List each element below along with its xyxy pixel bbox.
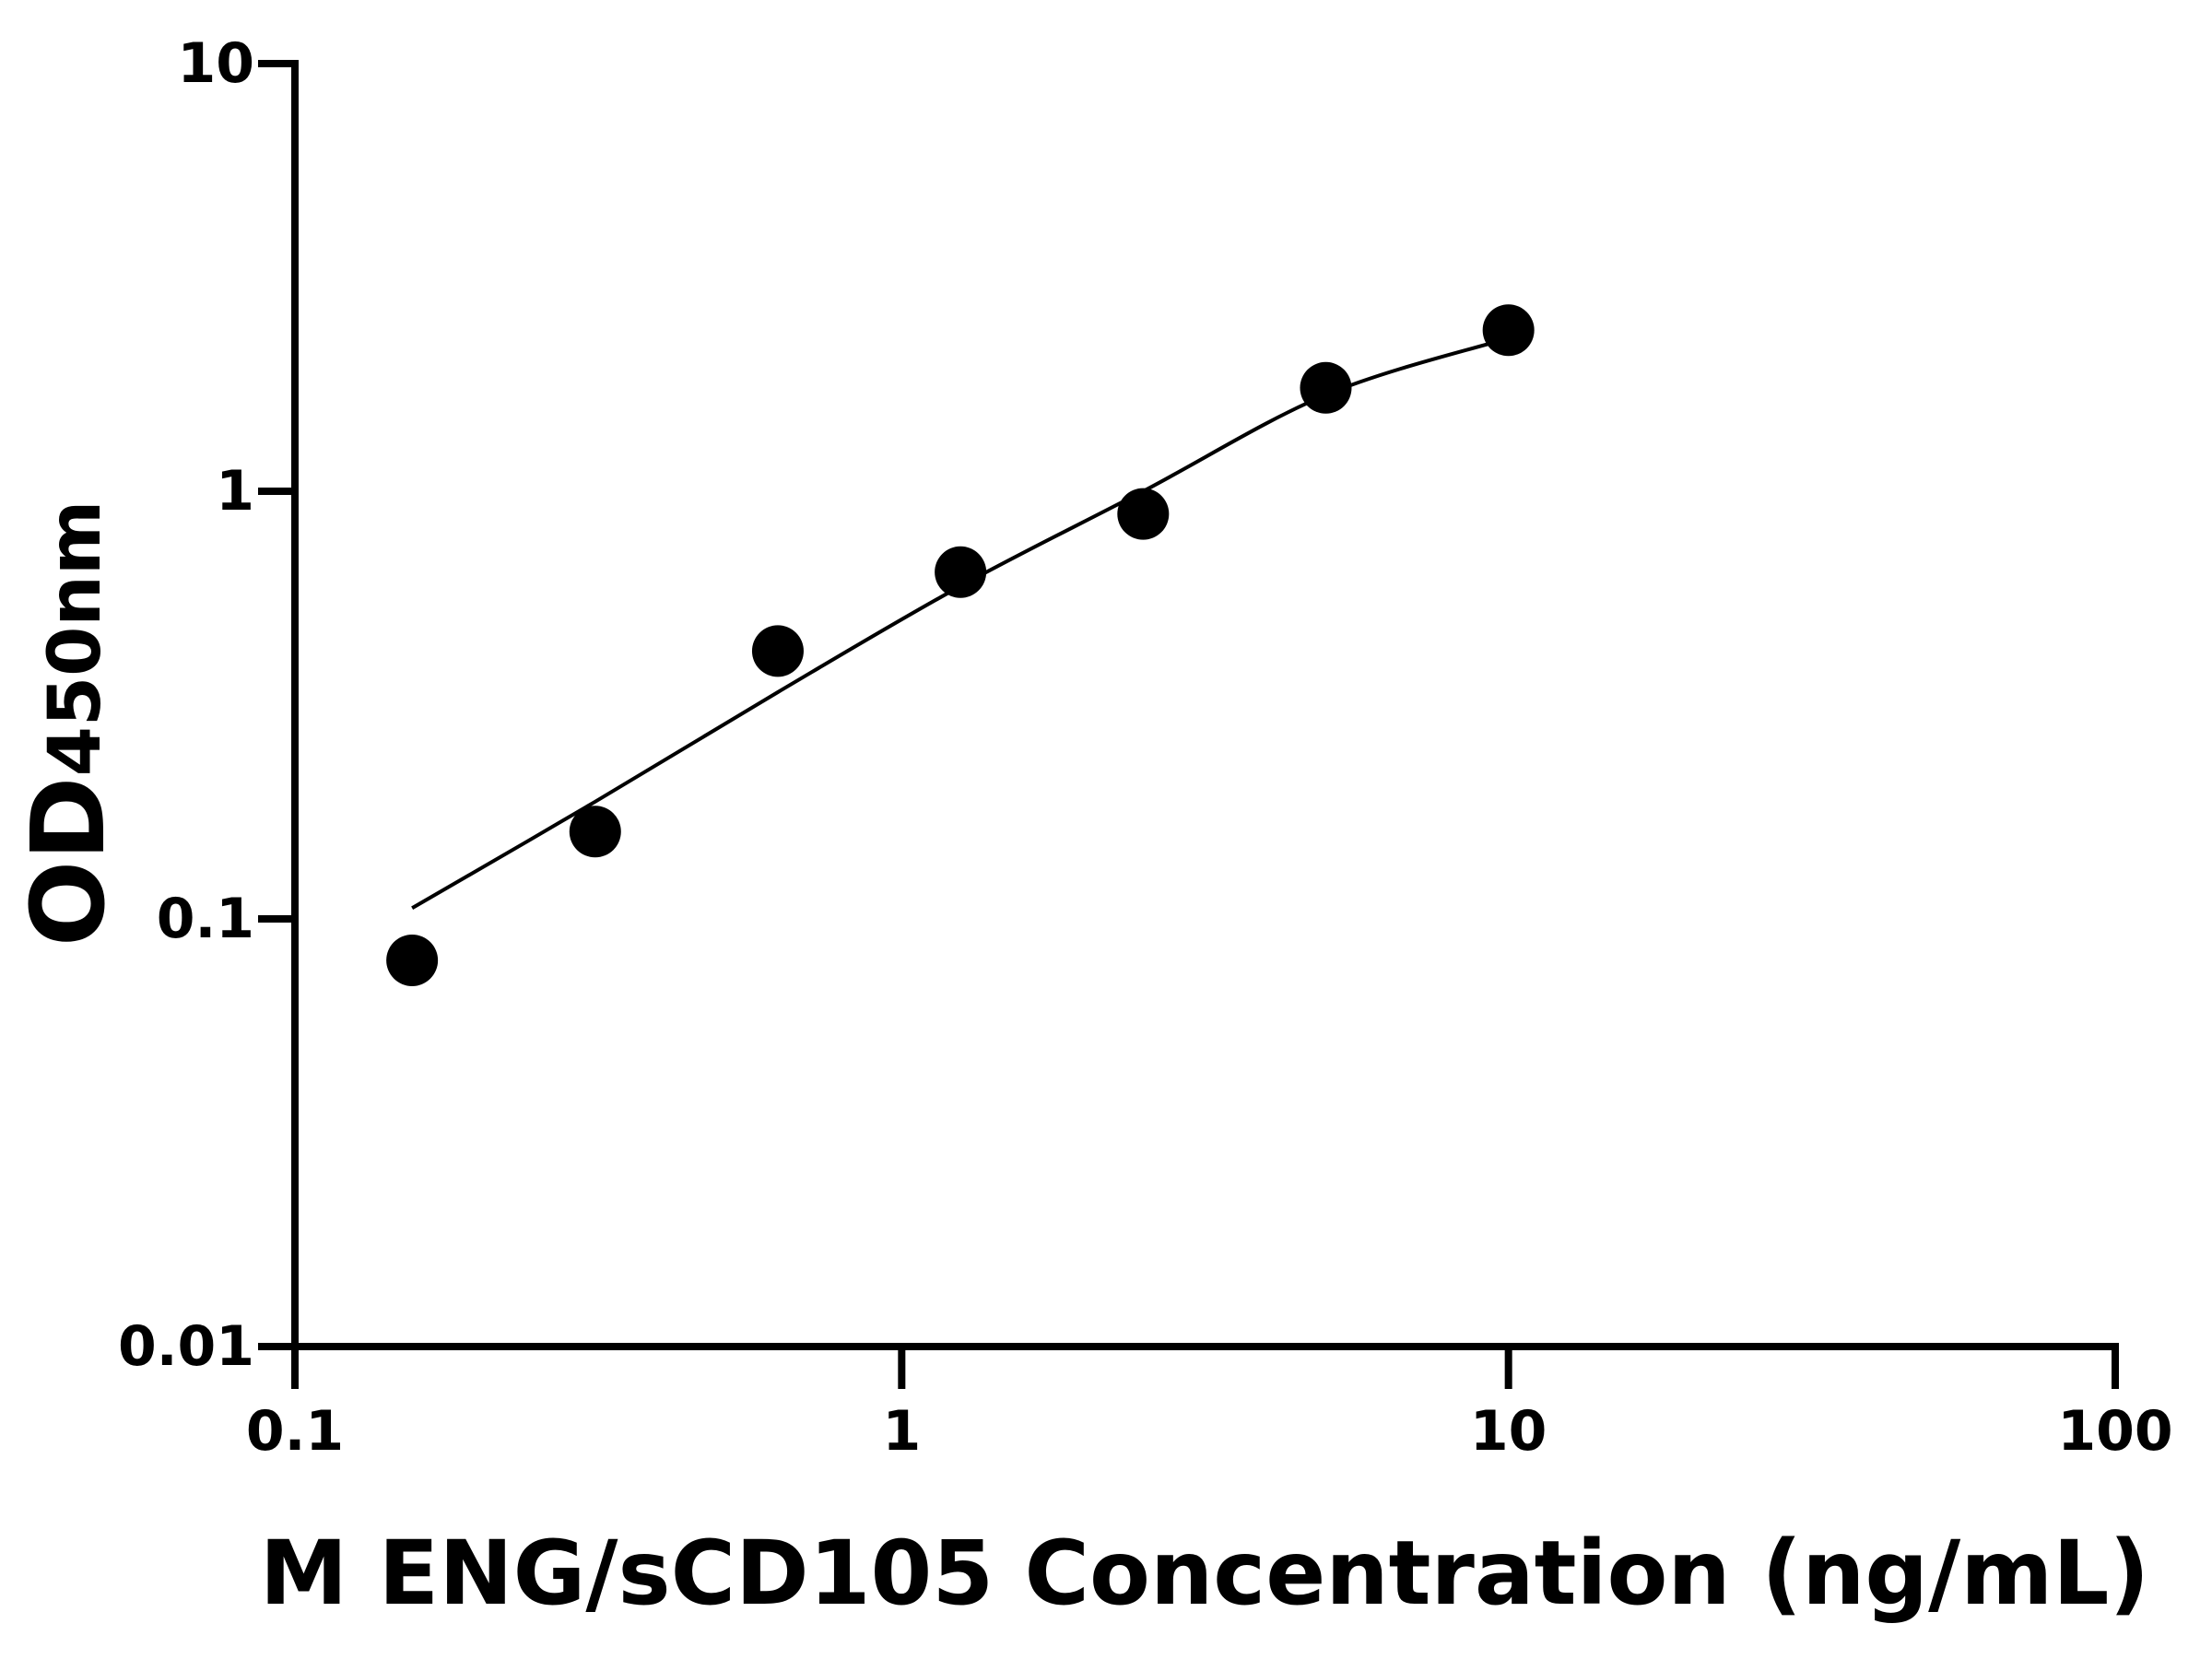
y-tick-label: 1 xyxy=(216,459,254,524)
y-tick-label: 0.1 xyxy=(157,887,254,951)
data-point xyxy=(569,806,621,858)
x-tick-label: 1 xyxy=(882,1399,921,1464)
y-axis-label-sub: 450nm xyxy=(34,500,117,777)
x-tick-label: 100 xyxy=(2057,1399,2172,1464)
data-point xyxy=(1117,488,1170,540)
data-point xyxy=(386,934,439,986)
y-axis-label-main: OD xyxy=(9,776,127,947)
x-tick-label: 0.1 xyxy=(246,1399,344,1464)
y-axis-label: OD450nm xyxy=(9,500,127,947)
x-axis-label: M ENG/sCD105 Concentration (ng/mL) xyxy=(260,1522,2150,1625)
data-point xyxy=(1300,361,1352,414)
y-tick-label: 0.01 xyxy=(118,1314,254,1379)
y-tick-label: 10 xyxy=(178,31,255,96)
data-point xyxy=(751,625,804,677)
x-tick-label: 10 xyxy=(1470,1399,1547,1464)
data-point xyxy=(935,546,987,598)
data-point xyxy=(1482,304,1535,357)
